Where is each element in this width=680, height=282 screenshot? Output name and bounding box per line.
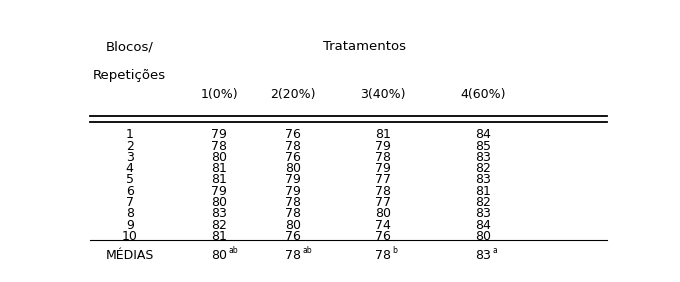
Text: 79: 79 (211, 185, 227, 198)
Text: 78: 78 (285, 207, 301, 220)
Text: 79: 79 (375, 140, 391, 153)
Text: 10: 10 (122, 230, 138, 243)
Text: 79: 79 (285, 185, 301, 198)
Text: 78: 78 (375, 185, 391, 198)
Text: 79: 79 (375, 162, 391, 175)
Text: 81: 81 (475, 185, 491, 198)
Text: 76: 76 (285, 128, 301, 141)
Text: 83: 83 (475, 173, 491, 186)
Text: 80: 80 (211, 249, 227, 262)
Text: 9: 9 (126, 219, 134, 232)
Text: 76: 76 (375, 230, 391, 243)
Text: 78: 78 (285, 196, 301, 209)
Text: 84: 84 (475, 128, 491, 141)
Text: 80: 80 (211, 196, 227, 209)
Text: 78: 78 (375, 151, 391, 164)
Text: 80: 80 (285, 162, 301, 175)
Text: 80: 80 (475, 230, 491, 243)
Text: 76: 76 (285, 151, 301, 164)
Text: 3: 3 (126, 151, 134, 164)
Text: 79: 79 (285, 173, 301, 186)
Text: 81: 81 (211, 162, 227, 175)
Text: MÉDIAS: MÉDIAS (105, 249, 154, 262)
Text: 82: 82 (475, 162, 491, 175)
Text: a: a (492, 246, 497, 255)
Text: 80: 80 (375, 207, 391, 220)
Text: 80: 80 (211, 151, 227, 164)
Text: 1(0%): 1(0%) (201, 88, 238, 101)
Text: 85: 85 (475, 140, 491, 153)
Text: 81: 81 (375, 128, 391, 141)
Text: 5: 5 (126, 173, 134, 186)
Text: 76: 76 (285, 230, 301, 243)
Text: b: b (392, 246, 397, 255)
Text: Repetições: Repetições (93, 69, 167, 81)
Text: 82: 82 (211, 219, 227, 232)
Text: 1: 1 (126, 128, 134, 141)
Text: 83: 83 (475, 151, 491, 164)
Text: 6: 6 (126, 185, 134, 198)
Text: 81: 81 (211, 230, 227, 243)
Text: 8: 8 (126, 207, 134, 220)
Text: 79: 79 (211, 128, 227, 141)
Text: 4(60%): 4(60%) (460, 88, 506, 101)
Text: 78: 78 (375, 249, 391, 262)
Text: 78: 78 (211, 140, 227, 153)
Text: 4: 4 (126, 162, 134, 175)
Text: Blocos/: Blocos/ (106, 40, 154, 53)
Text: 81: 81 (211, 173, 227, 186)
Text: 83: 83 (211, 207, 227, 220)
Text: 77: 77 (375, 173, 391, 186)
Text: 84: 84 (475, 219, 491, 232)
Text: ab: ab (229, 246, 239, 255)
Text: ab: ab (303, 246, 312, 255)
Text: 82: 82 (475, 196, 491, 209)
Text: 83: 83 (475, 207, 491, 220)
Text: 7: 7 (126, 196, 134, 209)
Text: 78: 78 (285, 140, 301, 153)
Text: 2(20%): 2(20%) (271, 88, 316, 101)
Text: 77: 77 (375, 196, 391, 209)
Text: 83: 83 (475, 249, 491, 262)
Text: 78: 78 (285, 249, 301, 262)
Text: 80: 80 (285, 219, 301, 232)
Text: 3(40%): 3(40%) (360, 88, 405, 101)
Text: 2: 2 (126, 140, 134, 153)
Text: 74: 74 (375, 219, 391, 232)
Text: Tratamentos: Tratamentos (323, 40, 406, 53)
